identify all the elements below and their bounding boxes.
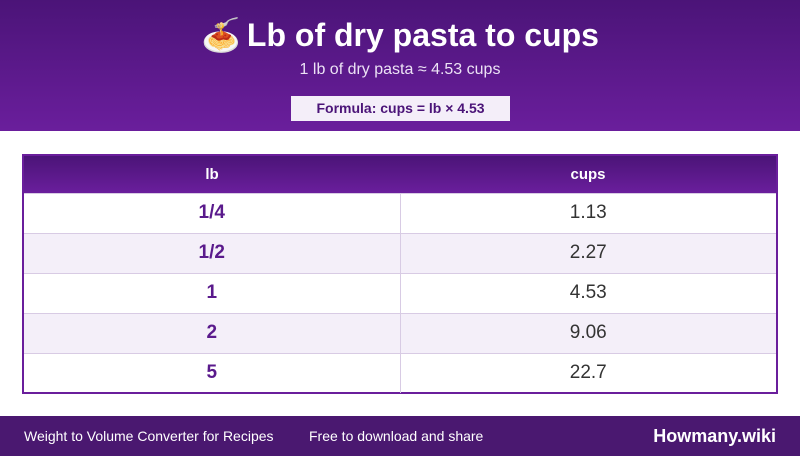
cups-cell: 22.7 — [400, 352, 776, 393]
header-banner: 🍝 Lb of dry pasta to cups 1 lb of dry pas… — [0, 0, 800, 131]
cups-cell: 4.53 — [400, 272, 776, 313]
conversion-summary: 1 lb of dry pasta ≈ 4.53 cups — [299, 61, 501, 78]
table-row: 1/2 2.27 — [24, 232, 776, 273]
lb-cell: 1 — [24, 272, 401, 313]
lb-cell: 1/4 — [24, 192, 401, 233]
footer-share-note: Free to download and share — [309, 428, 484, 444]
column-header-lb: lb — [24, 156, 400, 193]
table-row: 1 4.53 — [24, 272, 776, 313]
footer-converter-name: Weight to Volume Converter for Recipes — [24, 428, 274, 444]
footer-brand: Howmany.wiki — [653, 426, 776, 446]
table-header-row: lb cups — [24, 156, 776, 193]
conversion-table: lb cups 1/4 1.13 1/2 2.27 1 4.53 2 9.06 — [22, 154, 778, 394]
lb-cell: 1/2 — [24, 232, 401, 273]
table-row: 2 9.06 — [24, 312, 776, 353]
cups-cell: 1.13 — [400, 192, 776, 233]
table-row: 5 22.7 — [24, 352, 776, 393]
page-title: 🍝 Lb of dry pasta to cups — [0, 13, 800, 57]
cups-cell: 9.06 — [400, 312, 776, 353]
pasta-icon: 🍝 — [201, 16, 241, 54]
lb-cell: 5 — [24, 352, 401, 393]
footer-bar: Weight to Volume Converter for Recipes F… — [0, 416, 800, 456]
table-row: 1/4 1.13 — [24, 192, 776, 233]
cups-cell: 2.27 — [400, 232, 776, 273]
column-header-cups: cups — [400, 156, 776, 193]
page-title-text: Lb of dry pasta to cups — [246, 17, 599, 53]
lb-cell: 2 — [24, 312, 401, 353]
formula-badge: Formula: cups = lb × 4.53 — [291, 96, 510, 121]
